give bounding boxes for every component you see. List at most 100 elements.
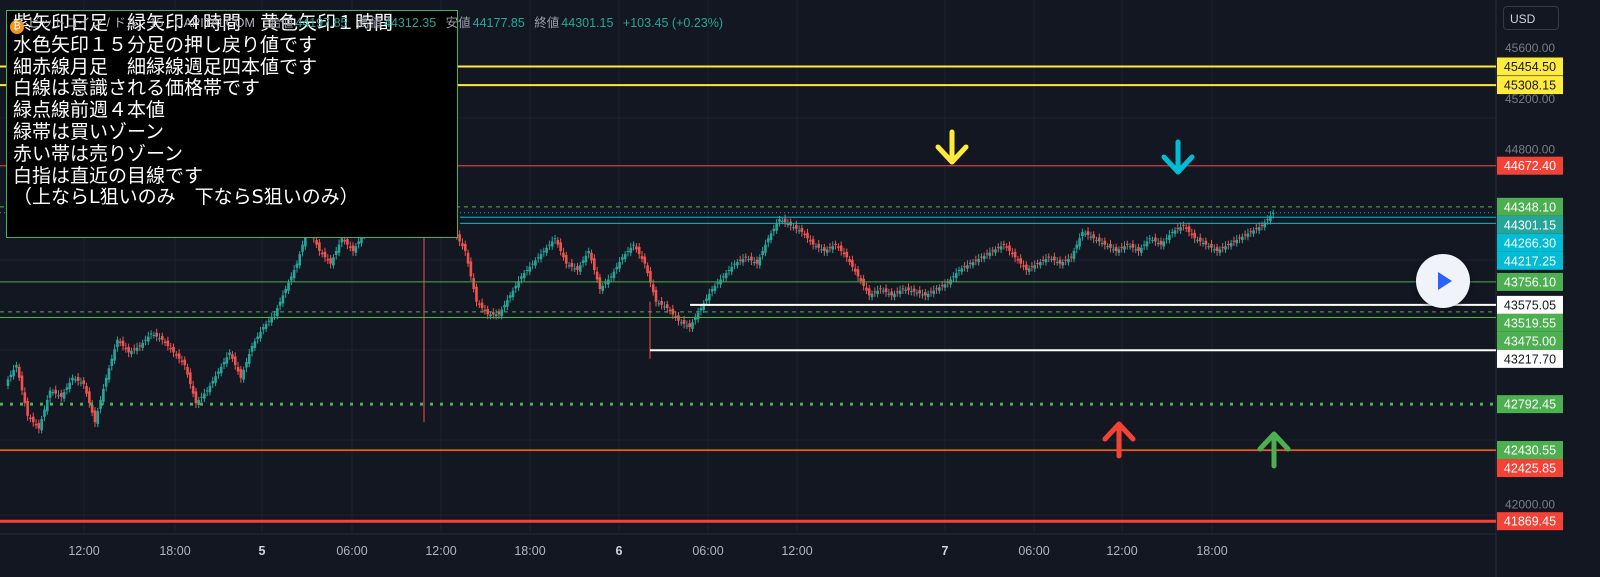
candle-body (1053, 256, 1056, 261)
candle-body (724, 273, 728, 279)
candle-body (1156, 243, 1160, 245)
candle-body (247, 354, 251, 364)
candle-body (329, 258, 332, 264)
candle-body (865, 287, 868, 291)
candle-body (929, 291, 933, 293)
candle-body (604, 282, 607, 284)
candle-body (663, 306, 666, 308)
candle-body (332, 257, 335, 266)
candle-body (304, 235, 307, 247)
candle-body (1159, 240, 1163, 245)
price-label-bg (1497, 441, 1563, 460)
candle-body (912, 288, 916, 292)
price-label-text: 43519.55 (1504, 316, 1556, 330)
candle-body (477, 303, 481, 305)
annotation-line: 水色矢印１５分足の押し戻り値です (13, 33, 318, 56)
annotation-line: 細赤線月足 細緑線週足四本値です (13, 55, 318, 78)
open-label: 始値 (268, 16, 294, 30)
candle-body (879, 288, 882, 290)
candle-body (135, 347, 139, 352)
candle-body (994, 249, 997, 253)
open-value: 44197.85 (295, 16, 348, 30)
currency-button[interactable]: USD (1503, 6, 1559, 30)
candle-body (43, 409, 46, 417)
price-label-text: 43756.10 (1504, 275, 1556, 289)
candle-body (253, 341, 257, 348)
candle-body (1221, 247, 1224, 249)
candle-body (189, 372, 192, 385)
candle-body (290, 276, 293, 281)
candle-body (657, 303, 661, 305)
candle-body (233, 356, 237, 366)
candle-body (926, 293, 930, 298)
candle-body (475, 286, 478, 302)
green-arrow-up-icon (1257, 431, 1291, 469)
candle-body (54, 389, 57, 394)
candle-body (1039, 262, 1042, 266)
candle-body (1064, 259, 1067, 261)
candle-body (1075, 244, 1079, 249)
candle-body (242, 369, 245, 380)
candle-body (180, 360, 184, 362)
annotation-line: （上ならL狙いのみ 下ならS狙いのみ） (13, 186, 359, 209)
candle-body (1243, 234, 1247, 236)
candle-body (870, 293, 874, 298)
candle-body (985, 253, 989, 255)
price-label-text: 44348.10 (1504, 200, 1556, 214)
candle-body (1137, 247, 1140, 251)
candle-body (708, 293, 711, 301)
price-label-text: 42425.85 (1504, 462, 1556, 476)
candle-body (1011, 252, 1014, 255)
candle-body (674, 316, 677, 318)
candle-body (71, 377, 74, 381)
candle-body (74, 379, 77, 381)
candle-body (559, 242, 562, 251)
candle-body (590, 252, 593, 261)
candle-body (517, 281, 520, 288)
price-label-bg (1497, 459, 1563, 478)
candle-body (511, 290, 515, 298)
candle-body (1111, 249, 1115, 251)
candle-body (820, 249, 823, 251)
candle-body (1229, 243, 1233, 247)
candle-body (1210, 243, 1213, 248)
candle-body (57, 395, 60, 397)
candle-body (217, 371, 220, 374)
candle-body (738, 259, 742, 261)
candle-body (82, 380, 86, 385)
candle-body (794, 224, 798, 229)
candle-body (222, 361, 226, 365)
candle-body (245, 361, 248, 368)
price-label-bg (1497, 215, 1563, 234)
candle-body (766, 238, 770, 243)
candle-body (107, 368, 111, 380)
candle-body (834, 243, 837, 245)
candle-body (172, 346, 175, 353)
annotation-note[interactable]: 紫矢印日足 緑矢印４時間 黄色矢印１時間 水色矢印１５分足の押し戻り値です 細赤… (6, 10, 458, 238)
y-tick-label: 44800.00 (1505, 143, 1555, 157)
candle-body (665, 304, 669, 309)
x-tick-label: 7 (942, 544, 949, 558)
candle-body (104, 377, 108, 387)
candle-body (45, 400, 49, 412)
replay-button[interactable] (1416, 254, 1470, 308)
symbol-label[interactable]: ビットコイン / ドル · 15 · CAPITALCOM (28, 16, 255, 30)
price-label-text: 43475.00 (1504, 334, 1556, 348)
candle-body (29, 417, 32, 420)
candle-body (643, 256, 647, 264)
candle-body (65, 387, 69, 390)
high-value: 44312.35 (384, 16, 437, 30)
yellow-arrow-down-icon (935, 129, 969, 165)
candle-body (716, 282, 720, 284)
candle-body (203, 393, 206, 399)
candle-body (1069, 256, 1073, 258)
y-tick-label: 45600.00 (1505, 41, 1555, 55)
candle-body (88, 391, 91, 404)
candle-body (1100, 243, 1104, 245)
candle-body (904, 289, 907, 291)
candle-body (705, 298, 708, 302)
candle-body (685, 325, 689, 327)
candle-body (1097, 237, 1101, 242)
candle-body (881, 290, 885, 292)
